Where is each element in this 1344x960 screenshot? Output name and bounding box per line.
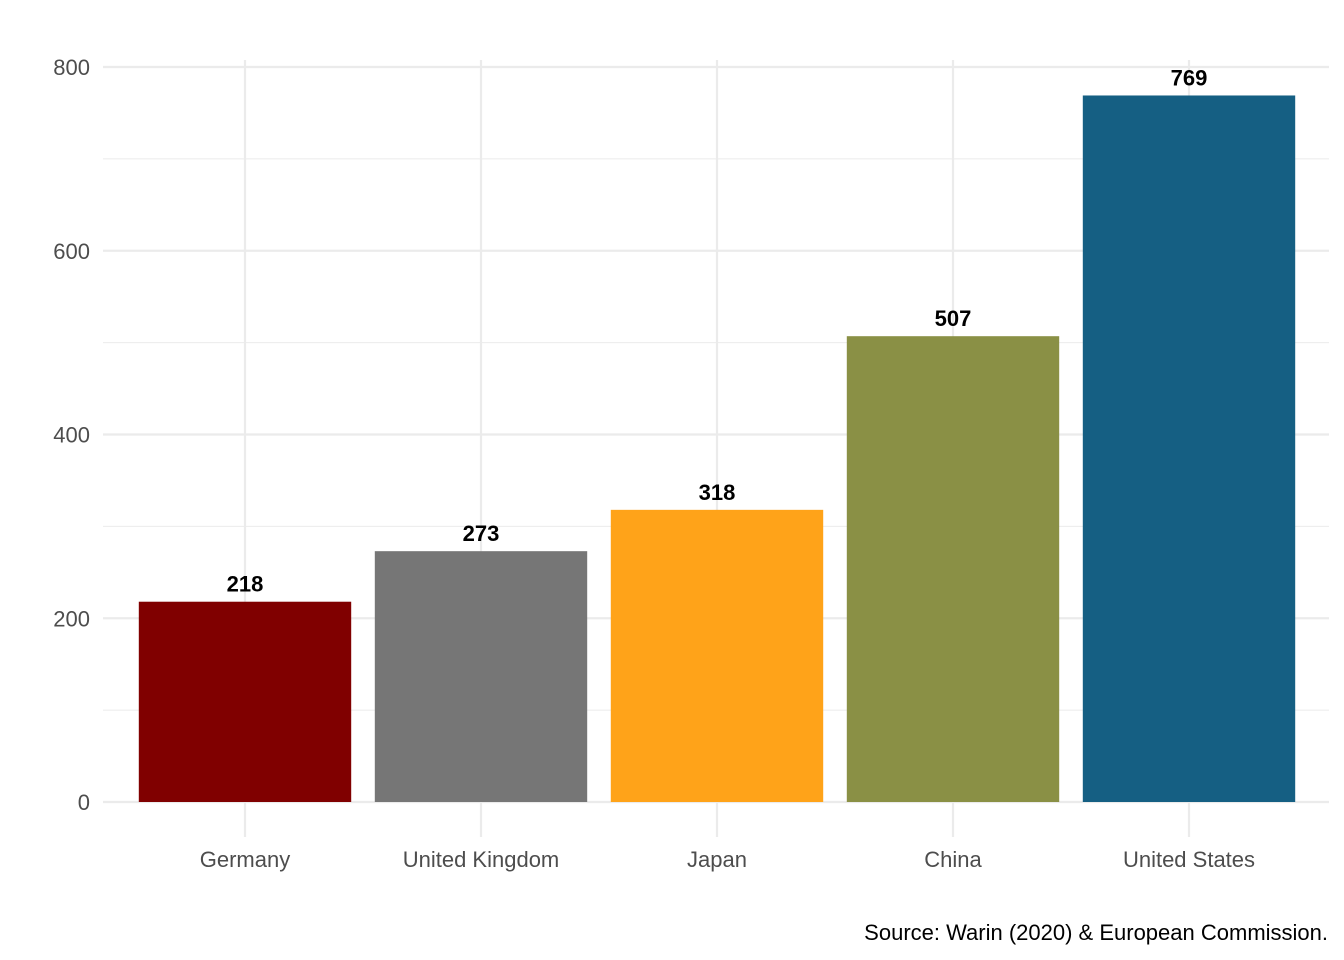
chart-caption: Source: Warin (2020) & European Commissi… bbox=[864, 920, 1328, 945]
y-tick-label: 200 bbox=[53, 606, 90, 631]
bar-united-kingdom bbox=[374, 551, 588, 802]
y-tick-label: 600 bbox=[53, 239, 90, 264]
bar-value-labels: 218 273 318 507 769 bbox=[227, 65, 1208, 596]
bar-united-states bbox=[1082, 95, 1296, 802]
x-tick-label: China bbox=[924, 847, 982, 872]
bar-value-label: 273 bbox=[463, 521, 500, 546]
bar-value-label: 318 bbox=[699, 480, 736, 505]
bar-germany bbox=[138, 601, 352, 802]
x-tick-label: Germany bbox=[200, 847, 290, 872]
x-tick-label: Japan bbox=[687, 847, 747, 872]
bar-japan bbox=[610, 509, 824, 802]
y-axis-tick-labels: 0 200 400 600 800 bbox=[53, 55, 90, 815]
x-tick-label: United States bbox=[1123, 847, 1255, 872]
x-tick-label: United Kingdom bbox=[403, 847, 560, 872]
y-tick-label: 0 bbox=[78, 790, 90, 815]
bar-value-label: 218 bbox=[227, 572, 264, 597]
bars bbox=[138, 95, 1296, 802]
bar-value-label: 769 bbox=[1171, 65, 1208, 90]
bar-value-label: 507 bbox=[935, 306, 972, 331]
bar-china bbox=[846, 336, 1060, 802]
y-tick-label: 400 bbox=[53, 423, 90, 448]
x-axis-tick-labels: Germany United Kingdom Japan China United St… bbox=[200, 847, 1255, 872]
y-tick-label: 800 bbox=[53, 55, 90, 80]
